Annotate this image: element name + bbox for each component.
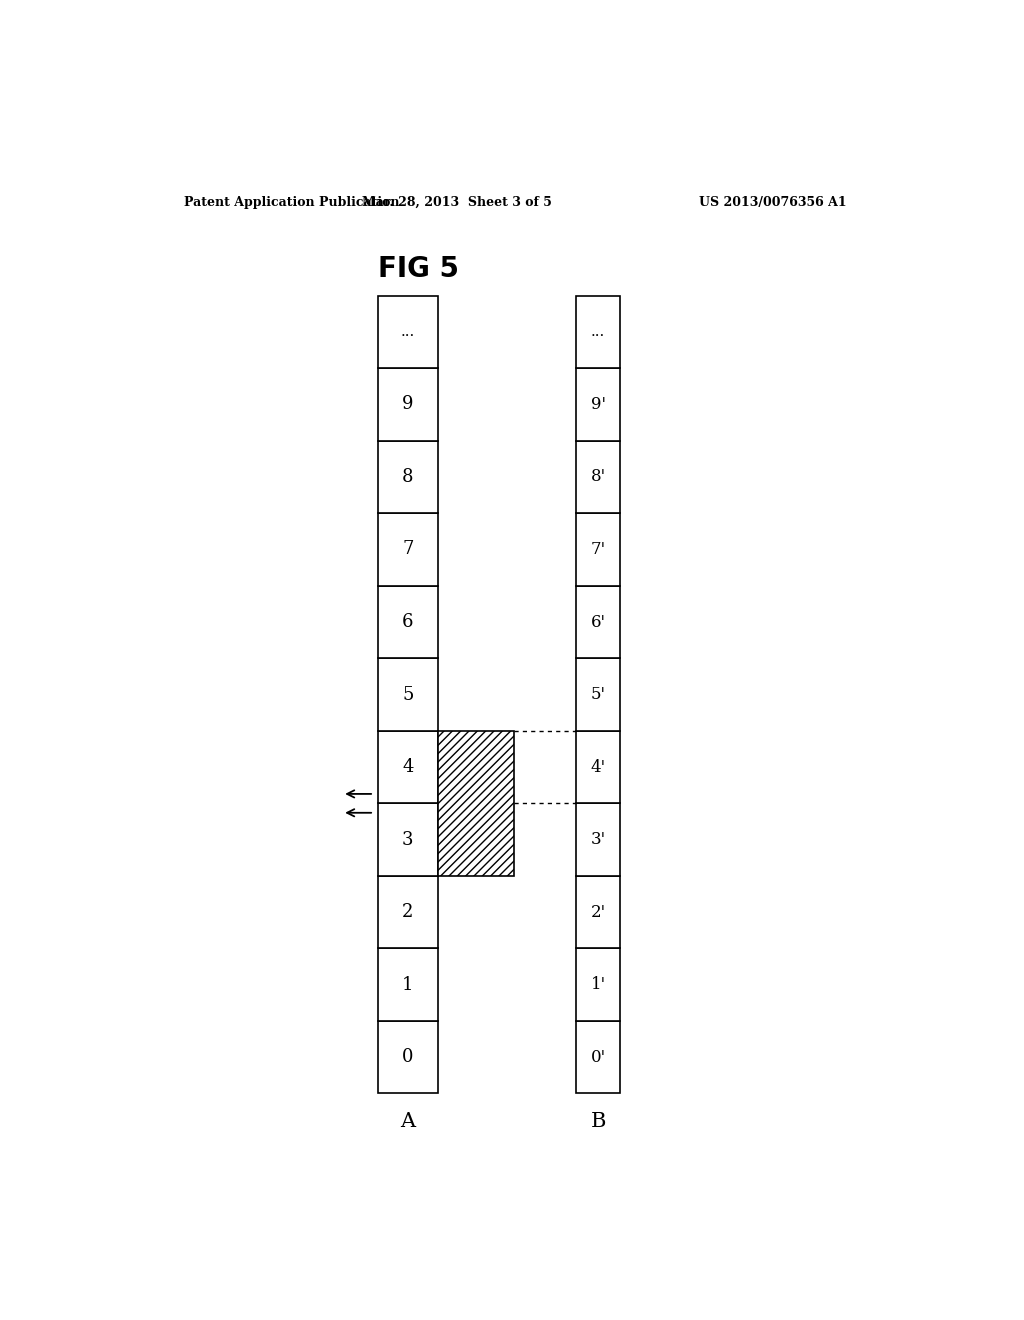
Text: B: B [591,1111,606,1131]
Text: 2: 2 [402,903,414,921]
Text: 3: 3 [402,830,414,849]
Bar [577,513,621,586]
Text: 9: 9 [402,396,414,413]
Text: 0: 0 [402,1048,414,1067]
Text: FIG 5: FIG 5 [378,255,459,282]
Text: 8': 8' [591,469,606,486]
Text: 4: 4 [402,758,414,776]
Bar [378,296,437,368]
Text: 7': 7' [591,541,606,558]
Text: 4': 4' [591,759,606,776]
Text: 1': 1' [591,977,606,993]
Text: A: A [400,1111,416,1131]
Text: 6': 6' [591,614,606,631]
Bar [437,731,514,876]
Bar [378,804,437,876]
Text: ...: ... [400,325,415,339]
Bar [577,586,621,659]
Text: 1: 1 [402,975,414,994]
Bar [577,876,621,949]
Bar [577,949,621,1020]
Text: 2': 2' [591,904,606,920]
Text: 3': 3' [591,832,606,849]
Text: 5': 5' [591,686,606,704]
Bar [577,659,621,731]
Bar [577,804,621,876]
Bar [378,876,437,949]
Bar [378,586,437,659]
Text: ...: ... [591,325,605,339]
Bar [378,659,437,731]
Text: Mar. 28, 2013  Sheet 3 of 5: Mar. 28, 2013 Sheet 3 of 5 [362,195,552,209]
Bar [378,731,437,804]
Bar [577,731,621,804]
Text: 9': 9' [591,396,606,413]
Bar [378,949,437,1020]
Bar [577,441,621,513]
Text: Patent Application Publication: Patent Application Publication [183,195,399,209]
Bar [378,441,437,513]
Bar [378,513,437,586]
Text: 5: 5 [402,685,414,704]
Bar [577,368,621,441]
Bar [378,1020,437,1093]
Text: 8: 8 [402,469,414,486]
Bar [378,368,437,441]
Bar [577,296,621,368]
Bar [577,1020,621,1093]
Text: US 2013/0076356 A1: US 2013/0076356 A1 [699,195,847,209]
Text: 7: 7 [402,540,414,558]
Text: 6: 6 [402,612,414,631]
Text: 0': 0' [591,1048,606,1065]
